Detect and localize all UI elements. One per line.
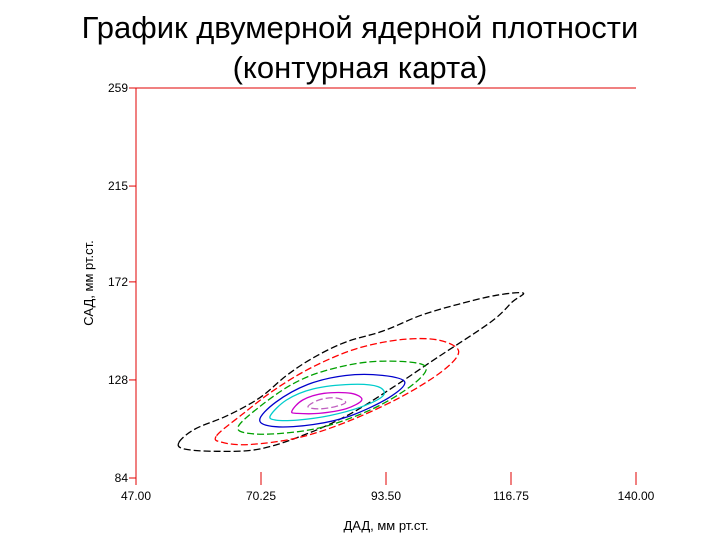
y-axis-title: САД, мм рт.ст.: [81, 240, 96, 325]
contour-line-level-4: [259, 373, 406, 428]
y-tick-label: 259: [108, 81, 128, 95]
x-tick-label: 70.25: [246, 489, 276, 503]
slide-title-line-1: График двумерной ядерной плотности: [81, 10, 639, 45]
x-tick-label: 140.00: [618, 489, 655, 503]
contour-line-level-7: [307, 397, 347, 410]
y-tick-label: 128: [108, 373, 128, 387]
x-tick-label: 47.00: [121, 489, 151, 503]
x-axis-title: ДАД, мм рт.ст.: [343, 518, 428, 533]
x-tick-label: 93.50: [371, 489, 401, 503]
contour-line-level-5: [269, 383, 385, 422]
plot-area: 84 128 172 215 259 47.00 70.25 93.50 116.75 140.0…: [108, 81, 655, 503]
slide-title: График двумерной ядерной плотности (конт…: [0, 8, 720, 88]
contour-line-level-2: [214, 337, 460, 446]
y-tick-label: 215: [108, 179, 128, 193]
x-tick-label: 116.75: [493, 489, 529, 503]
contour-line-level-3: [237, 360, 427, 435]
y-tick-label: 84: [115, 471, 129, 485]
contour-line-level-6: [291, 391, 363, 415]
slide-title-line-2: (контурная карта): [232, 50, 488, 85]
contour-line-level-1: [177, 291, 525, 453]
y-tick-label: 172: [108, 275, 128, 289]
